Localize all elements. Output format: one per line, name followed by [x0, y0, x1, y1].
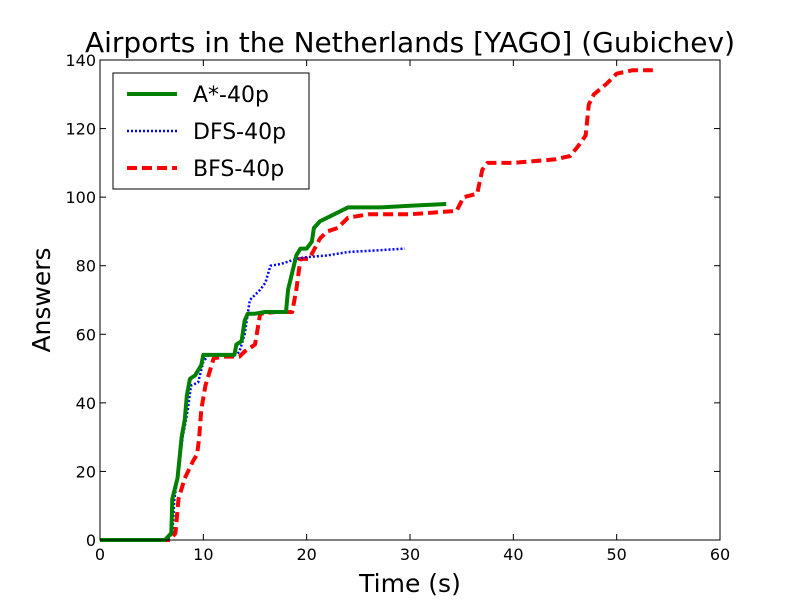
x-tick-label: 50 [606, 545, 626, 564]
x-tick-label: 10 [193, 545, 213, 564]
x-tick-label: 60 [710, 545, 730, 564]
x-tick-label: 30 [400, 545, 420, 564]
plot-area [100, 68, 653, 542]
x-tick-label: 40 [503, 545, 523, 564]
chart-title: Airports in the Netherlands [YAGO] (Gubi… [85, 26, 735, 59]
ticks: 0 10 20 30 40 50 60 0 20 40 60 80 100 120 140 [65, 51, 730, 564]
legend-entry: DFS-40p [193, 120, 286, 145]
series-line-dfs-40p [100, 247, 405, 542]
y-axis-label: Answers [27, 247, 56, 352]
y-tick-label: 100 [65, 188, 96, 207]
y-tick-label: 60 [76, 325, 96, 344]
y-tick-label: 140 [65, 51, 96, 70]
y-tick-label: 120 [65, 120, 96, 139]
y-tick-label: 80 [76, 257, 96, 276]
legend-entry: BFS-40p [193, 157, 284, 182]
x-tick-label: 0 [95, 545, 105, 564]
plot-frame [99, 59, 721, 541]
series-line-bfs-40p [100, 68, 653, 542]
x-axis-label: Time (s) [358, 569, 461, 598]
series-line-a-40p [100, 202, 447, 542]
x-tick-label: 20 [296, 545, 316, 564]
y-tick-label: 40 [76, 394, 96, 413]
legend-entry: A*-40p [193, 83, 269, 108]
y-tick-label: 0 [86, 531, 96, 550]
legend: A*-40p DFS-40p BFS-40p [112, 72, 310, 190]
y-tick-label: 20 [76, 462, 96, 481]
